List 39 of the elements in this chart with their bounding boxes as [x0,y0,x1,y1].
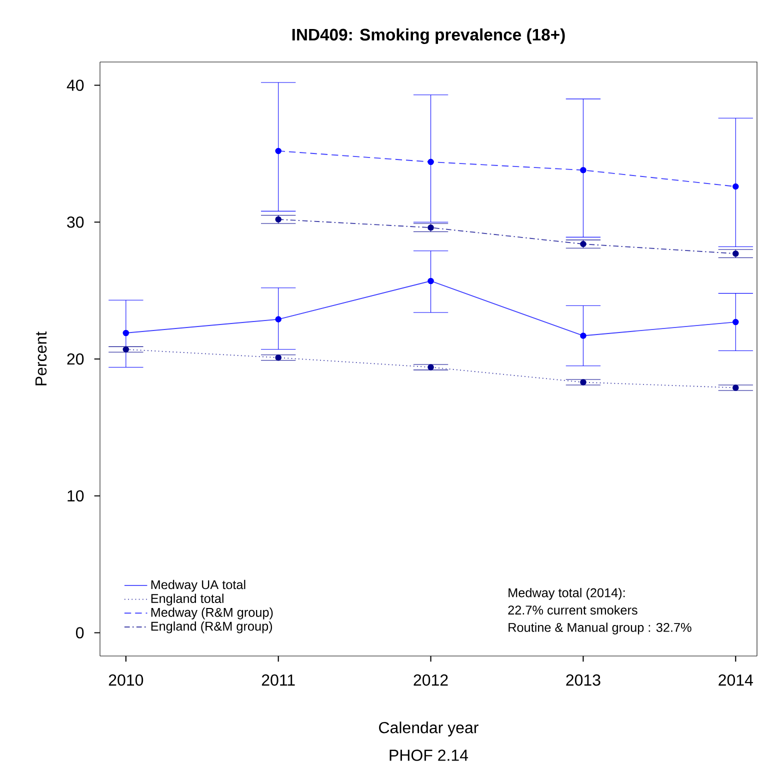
point [275,354,282,361]
legend-label: Medway (R&M group) [151,608,273,620]
point [580,379,586,386]
point [428,278,434,284]
legend-label: Medway UA total [151,580,246,592]
annotation: Routine & Manual group : 32.7% [508,622,692,634]
y-tick-label: 0 [76,627,84,638]
x-axis-title: Calendar year [379,722,478,736]
point [580,166,586,174]
point [122,346,130,353]
point [732,183,739,190]
point [732,250,739,257]
y-tick-label: 30 [67,216,84,228]
chart-title: IND409: Smoking prevalence (18+) [292,28,565,44]
x-tick-label: 2011 [262,674,295,686]
point [428,158,434,166]
point [580,240,586,248]
annotation: 22.7% current smokers [508,605,638,615]
legend-label: England (R&M group) [151,621,272,634]
annotation: Medway total (2014): [508,588,625,600]
point [732,318,739,326]
point [428,224,434,231]
y-tick-label: 10 [68,490,84,502]
point [122,330,130,336]
y-tick-label: 40 [66,80,84,91]
point [428,364,434,370]
x-tick-label: 2010 [108,674,144,686]
x-tick-label: 2013 [566,674,600,686]
y-axis-title: Percent [35,332,47,386]
x-tick-label: 2012 [414,674,448,686]
point [275,216,282,223]
legend-label: England total [151,594,224,606]
point [275,148,282,154]
y-tick-label: 20 [67,353,84,365]
text: PHOF 2.14 [390,750,468,761]
point [732,384,739,391]
point [275,316,282,322]
point [580,332,586,339]
x-tick-label: 2014 [718,674,753,686]
